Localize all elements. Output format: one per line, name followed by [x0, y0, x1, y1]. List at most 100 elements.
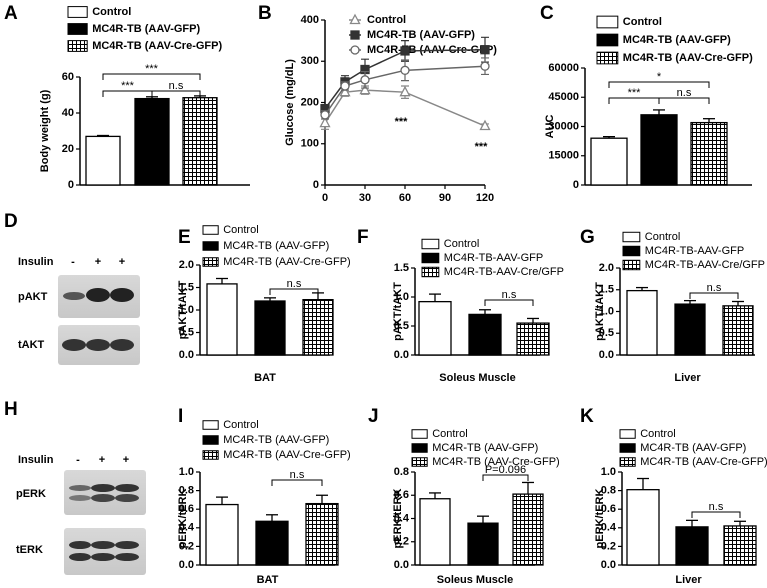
bar: [516, 322, 550, 356]
legend-label: MC4R-TB (AAV-Cre-GFP): [223, 449, 351, 461]
legend-swatch: [421, 238, 440, 250]
annotation: n.s: [502, 289, 517, 301]
band: [86, 339, 110, 351]
band: [91, 484, 115, 492]
band: [91, 541, 115, 549]
bracket: [151, 90, 201, 97]
error-cap: [361, 70, 369, 89]
legend-label: MC4R-TB-AAV-GFP: [444, 252, 543, 264]
band: [115, 553, 139, 561]
x-axis-label: Soleus Muscle: [437, 574, 513, 586]
lane-label: +: [119, 256, 125, 268]
panel-letter: K: [580, 406, 594, 427]
bracket: [484, 299, 534, 306]
y-tick-label: 0.6: [394, 489, 409, 501]
row-label: tERK: [16, 544, 43, 556]
marker: [350, 30, 360, 40]
legend-label: Control: [367, 14, 406, 26]
bracket: [658, 97, 710, 104]
bracket: [102, 73, 201, 80]
x-tick-label: 90: [439, 192, 451, 204]
bar: [690, 121, 728, 186]
band: [115, 541, 139, 549]
annotation: n.s: [709, 501, 724, 513]
x-tick-label: 30: [359, 192, 371, 204]
legend-label: Control: [223, 224, 258, 236]
y-tick-label: 2.0: [179, 259, 194, 271]
legend-label: MC4R-TB (AAV-Cre-GFP): [223, 256, 351, 268]
panel-letter: B: [258, 3, 272, 24]
y-tick-label: 60: [62, 71, 74, 83]
y-tick-label: 1.5: [599, 284, 614, 296]
annotation: n.s: [677, 87, 692, 99]
annotation: ***: [395, 116, 409, 128]
band: [63, 292, 85, 300]
legend-label: MC4R-TB-AAV-Cre/GFP: [444, 266, 564, 278]
band: [69, 485, 91, 491]
y-tick-label: 0.2: [179, 540, 194, 552]
annotation: ***: [121, 80, 135, 92]
band: [91, 494, 115, 502]
annotation: n.s: [290, 469, 305, 481]
y-tick-label: 100: [301, 138, 319, 150]
legend-label: MC4R-TB (AAV-Cre-GFP): [640, 456, 767, 468]
x-tick-label: 120: [476, 192, 494, 204]
y-tick-label: 0.5: [394, 320, 409, 332]
y-tick-label: 0.5: [599, 327, 614, 339]
bar: [675, 526, 709, 566]
legend-label: MC4R-TB-AAV-Cre/GFP: [645, 259, 765, 271]
marker: [480, 61, 490, 71]
legend-swatch: [67, 23, 88, 35]
legend-swatch: [596, 51, 619, 65]
error-cap: [401, 59, 409, 82]
lane-label: +: [95, 256, 101, 268]
bracket: [691, 511, 741, 518]
bar: [255, 520, 289, 566]
band: [69, 553, 91, 561]
x-tick-label: 60: [399, 192, 411, 204]
marker: [480, 45, 490, 55]
annotation: P=0.096: [485, 464, 526, 476]
bar: [419, 498, 451, 566]
legend-swatch: [596, 15, 619, 29]
legend-swatch: [596, 33, 619, 47]
blot-panel: H Insulin - + + pERK tERK: [4, 399, 146, 575]
panel-letter: E: [178, 227, 191, 248]
row-label: tAKT: [18, 339, 45, 351]
y-tick-label: 0.0: [179, 559, 194, 571]
y-tick-label: 1.0: [601, 466, 616, 478]
marker: [349, 13, 361, 25]
legend-label: MC4R-TB-AAV-GFP: [645, 245, 744, 257]
bar: [134, 97, 170, 186]
y-tick-label: 0.0: [179, 349, 194, 361]
y-tick-label: 0.0: [394, 349, 409, 361]
legend-label: Control: [623, 16, 662, 28]
y-axis-label: Body weight (g): [39, 89, 51, 172]
annotation: *: [657, 71, 662, 83]
bracket: [269, 288, 319, 295]
legend-label: MC4R-TB (AAV-GFP): [223, 434, 329, 446]
legend-swatch: [202, 450, 219, 460]
bar: [85, 135, 121, 186]
marker: [360, 75, 370, 85]
y-axis-label: Glucose (mg/dL): [284, 59, 296, 146]
annotation: ***: [145, 63, 159, 75]
bracket: [482, 474, 529, 481]
y-tick-label: 45000: [548, 91, 579, 103]
error-cap: [481, 57, 489, 76]
legend-swatch: [67, 6, 88, 18]
legend-swatch: [411, 429, 428, 439]
x-axis-label: BAT: [254, 372, 276, 384]
y-tick-label: 0.0: [599, 349, 614, 361]
band: [115, 494, 139, 502]
legend-swatch: [622, 259, 641, 271]
legend-swatch: [622, 231, 641, 243]
y-tick-label: 0.4: [179, 522, 195, 534]
y-tick-label: 1.5: [179, 281, 194, 293]
legend-swatch: [411, 457, 428, 467]
y-axis-label: pERK/tERK: [594, 489, 606, 549]
legend-label: MC4R-TB (AAV-Cre-GFP): [623, 52, 753, 64]
bar: [254, 300, 286, 356]
annotation: n.s: [169, 80, 184, 92]
y-tick-label: 1.0: [394, 291, 409, 303]
